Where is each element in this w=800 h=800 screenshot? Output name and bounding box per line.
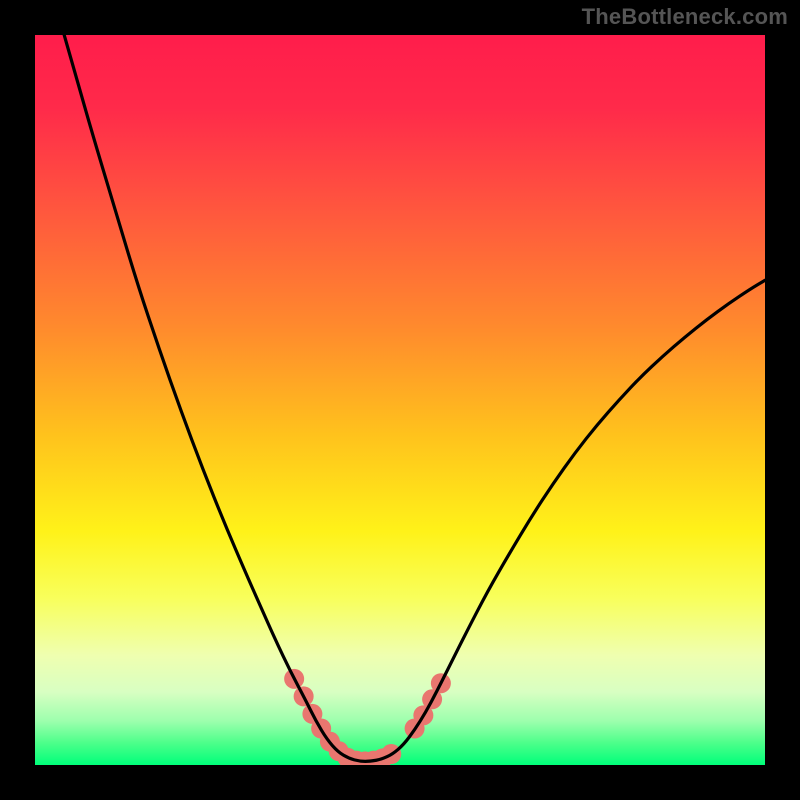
gradient-background [35,35,765,765]
watermark-text: TheBottleneck.com [582,4,788,30]
bottleneck-chart: TheBottleneck.com [0,0,800,800]
chart-svg [0,0,800,800]
